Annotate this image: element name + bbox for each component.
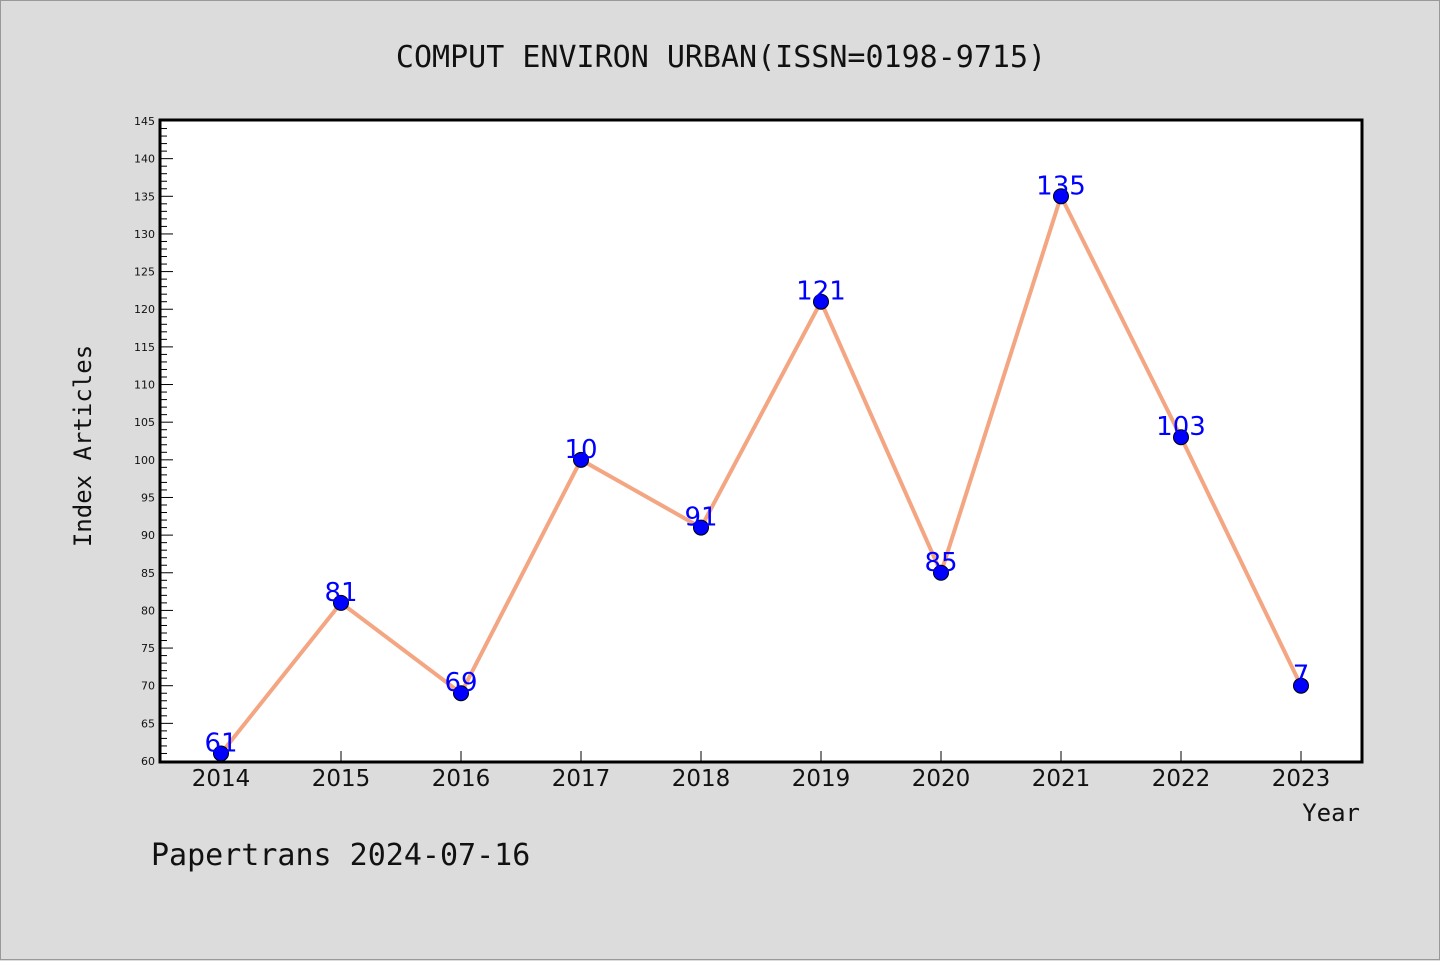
data-point	[453, 685, 469, 702]
y-tick-label: 140	[134, 153, 155, 166]
y-tick-label: 60	[141, 755, 155, 768]
data-labels-group: 61 81 69 10 91 121 85 135 103 7	[204, 171, 1309, 758]
data-label: 69	[444, 668, 477, 698]
x-tick-label: 2015	[312, 766, 371, 792]
y-tick-label: 70	[141, 680, 155, 693]
y-tick-label: 145	[134, 115, 155, 128]
x-tick-label: 2014	[192, 766, 251, 792]
x-tick-label: 2017	[552, 766, 611, 792]
data-label: 85	[924, 548, 957, 578]
y-tick-label: 130	[134, 228, 155, 241]
x-tick-label: 2023	[1272, 766, 1331, 792]
y-tick-label: 120	[134, 303, 155, 316]
y-tick-label: 65	[141, 717, 155, 730]
data-label: 61	[204, 728, 237, 758]
x-tick-label: 2016	[432, 766, 491, 792]
x-tick-label: 2020	[912, 766, 971, 792]
plot-area	[158, 118, 1364, 764]
y-tick-label: 100	[134, 454, 155, 467]
x-tick-label: 2018	[672, 766, 731, 792]
y-tick-label: 95	[141, 491, 155, 504]
y-axis-label: Index Articles	[69, 345, 97, 547]
data-point	[573, 451, 589, 468]
data-label: 135	[1036, 171, 1086, 201]
y-tick-label: 80	[141, 604, 155, 617]
data-label: 10	[564, 435, 597, 465]
y-tick-label: 125	[134, 266, 155, 279]
data-point	[1173, 429, 1189, 446]
y-axis: 60 65 70 75 80 85 90 95 100 105 110 115 120 125 130 135…	[134, 115, 173, 768]
chart-title: COMPUT ENVIRON URBAN(ISSN=0198-9715)	[396, 40, 1046, 75]
data-point	[1293, 677, 1309, 694]
y-tick-label: 105	[134, 416, 155, 429]
data-point	[693, 519, 709, 536]
x-axis-label: Year	[1302, 799, 1360, 827]
data-label: 121	[796, 277, 846, 307]
x-tick-label: 2019	[792, 766, 851, 792]
data-point	[333, 594, 349, 611]
data-label: 7	[1293, 661, 1310, 691]
data-label: 91	[684, 503, 717, 533]
data-point	[1053, 188, 1069, 205]
y-tick-label: 115	[134, 341, 155, 354]
data-point	[813, 293, 829, 310]
series-group	[213, 188, 1309, 762]
y-tick-label: 135	[134, 190, 155, 203]
x-tick-label: 2022	[1152, 766, 1211, 792]
x-axis: 2014 2015 2016 2017 2018 2019 2020 2021 2022 2023	[192, 751, 1331, 792]
data-point	[933, 564, 949, 581]
data-label: 103	[1156, 412, 1206, 442]
data-point	[213, 745, 229, 762]
y-tick-label: 75	[141, 642, 155, 655]
data-label: 81	[324, 578, 357, 608]
y-tick-label: 90	[141, 529, 155, 542]
series-line	[219, 190, 1303, 755]
x-tick-label: 2021	[1032, 766, 1091, 792]
y-tick-label: 110	[134, 379, 155, 392]
y-tick-label: 85	[141, 567, 155, 580]
footer-text: Papertrans 2024-07-16	[151, 838, 530, 873]
